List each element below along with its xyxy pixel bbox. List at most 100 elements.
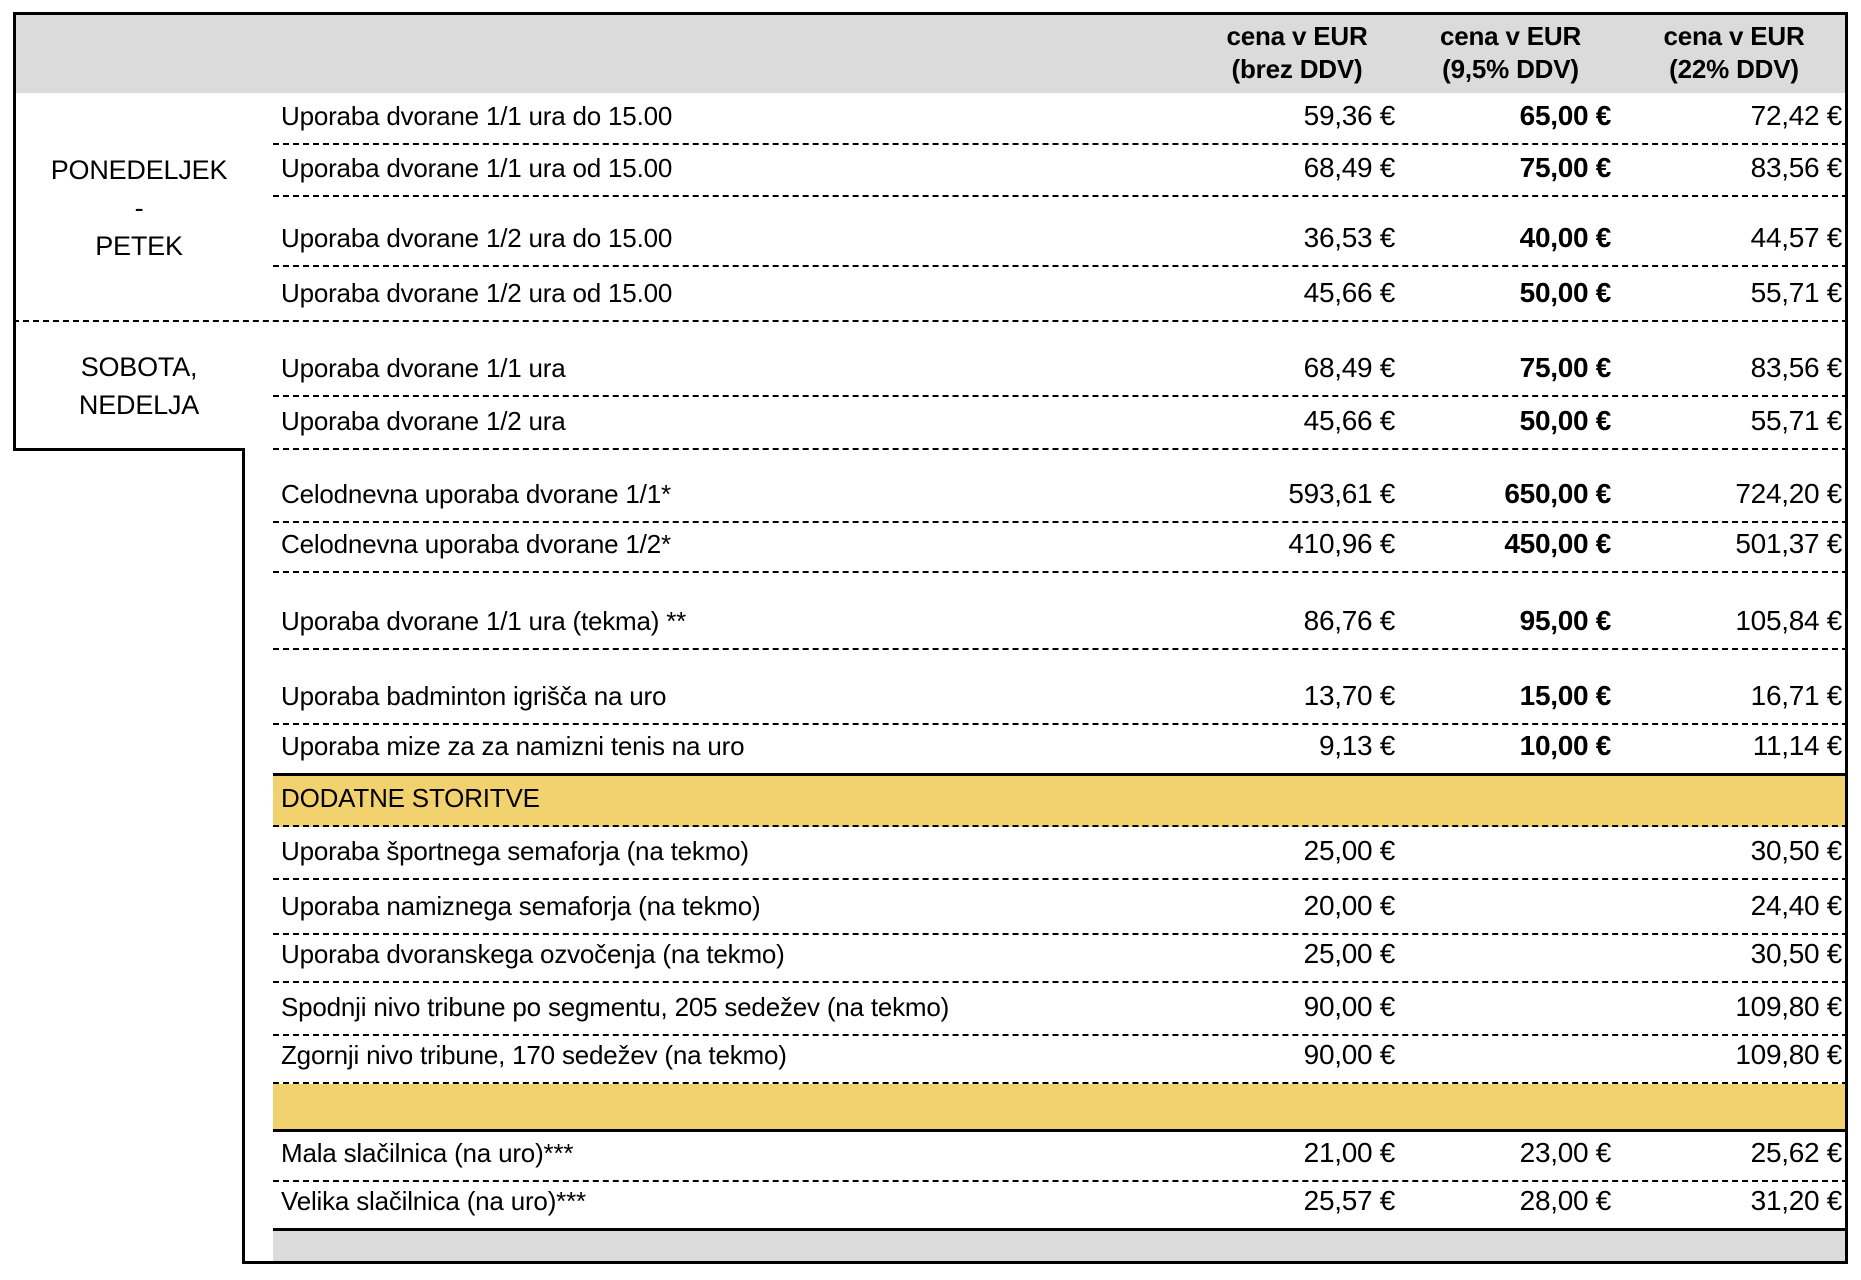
price-95-ddv	[1401, 983, 1620, 1034]
row-label-gutter	[13, 1231, 273, 1264]
row-cells	[273, 1231, 1848, 1264]
row-label-gutter	[13, 935, 273, 983]
price-brez-ddv: 25,57 €	[1303, 1185, 1396, 1216]
row-description: Uporaba badminton igrišča na uro	[281, 681, 667, 711]
row-description: Uporaba dvorane 1/1 ura do 15.00	[281, 101, 673, 131]
row-cells: Velika slačilnica (na uro)*** 25,57 € 28,0…	[273, 1182, 1848, 1231]
row-cells: Spodnji nivo tribune po segmentu, 205 se…	[273, 983, 1848, 1036]
column-header-subtitle: (brez DDV)	[1231, 53, 1363, 84]
price-95-ddv: 450,00 €	[1504, 528, 1611, 559]
price-95-ddv: 50,00 €	[1519, 405, 1612, 436]
price-22-ddv: 24,40 €	[1750, 890, 1843, 921]
column-header-subtitle: (22% DDV)	[1669, 53, 1799, 84]
row-label-gutter	[13, 880, 273, 935]
row-description: Uporaba dvorane 1/2 ura do 15.00	[281, 223, 673, 253]
table-border-left	[13, 12, 16, 451]
table-body: Uporaba dvorane 1/1 ura do 15.00 59,36 € 6…	[13, 93, 1848, 1264]
row-description: Uporaba dvorane 1/2 ura od 15.00	[281, 278, 673, 308]
table-row: Zgornji nivo tribune, 170 sedežev (na te…	[13, 1036, 1848, 1084]
table-row: Velika slačilnica (na uro)*** 25,57 € 28,0…	[13, 1182, 1848, 1231]
table-row: Uporaba športnega semaforja (na tekmo) 25…	[13, 827, 1848, 880]
spacer-row	[13, 1084, 1848, 1132]
price-22-ddv: 25,62 €	[1750, 1137, 1843, 1168]
price-brez-ddv: 13,70 €	[1303, 680, 1396, 711]
row-cells: Mala slačilnica (na uro)*** 21,00 € 23,00 …	[273, 1132, 1848, 1182]
price-brez-ddv: 68,49 €	[1303, 352, 1396, 383]
row-cells: Uporaba dvorane 1/2 ura do 15.00 36,53 € 4…	[273, 197, 1848, 267]
header-cells: cena v EUR (brez DDV) cena v EUR (9,5% D…	[273, 12, 1848, 93]
section-title: DODATNE STORITVE	[281, 783, 540, 813]
day-group-sobota-nedelja: SOBOTA, NEDELJA	[13, 322, 265, 450]
row-description: Uporaba dvoranskega ozvočenja (na tekmo)	[281, 939, 785, 969]
table-header-row: cena v EUR (brez DDV) cena v EUR (9,5% D…	[13, 12, 1848, 93]
header-description-gutter	[273, 12, 1193, 93]
row-description: Velika slačilnica (na uro)***	[281, 1186, 586, 1216]
row-description: Celodnevna uporaba dvorane 1/1*	[281, 479, 671, 509]
row-label-gutter	[13, 725, 273, 776]
footer-row	[13, 1231, 1848, 1264]
row-description: Uporaba dvorane 1/1 ura	[281, 353, 566, 383]
row-description: Zgornji nivo tribune, 170 sedežev (na te…	[281, 1040, 787, 1070]
price-95-ddv: 75,00 €	[1519, 352, 1612, 383]
day-group-line: NEDELJA	[78, 390, 200, 420]
day-group-line: SOBOTA,	[80, 352, 198, 382]
price-brez-ddv: 593,61 €	[1288, 478, 1395, 509]
table-row: Spodnji nivo tribune po segmentu, 205 se…	[13, 983, 1848, 1036]
day-group-ponedeljek-petek: PONEDELJEK - PETEK	[13, 93, 265, 322]
price-95-ddv: 95,00 €	[1519, 605, 1612, 636]
price-95-ddv	[1401, 1036, 1620, 1082]
row-label-gutter	[13, 523, 273, 573]
section-header-row: DODATNE STORITVE	[13, 776, 1848, 827]
column-header-subtitle: (9,5% DDV)	[1442, 53, 1579, 84]
table-row: Celodnevna uporaba dvorane 1/2* 410,96 € 4…	[13, 523, 1848, 573]
price-22-ddv: 72,42 €	[1750, 100, 1843, 131]
table-row: Uporaba dvoranskega ozvočenja (na tekmo)…	[13, 935, 1848, 983]
table-row: Uporaba dvorane 1/2 ura do 15.00 36,53 € 4…	[13, 197, 1848, 267]
price-95-ddv: 75,00 €	[1519, 152, 1612, 183]
price-brez-ddv: 59,36 €	[1303, 100, 1396, 131]
row-cells: Uporaba športnega semaforja (na tekmo) 25…	[273, 827, 1848, 880]
row-description: Uporaba športnega semaforja (na tekmo)	[281, 836, 749, 866]
price-22-ddv: 83,56 €	[1750, 352, 1843, 383]
row-label-gutter	[13, 650, 273, 725]
row-cells: Uporaba dvoranskega ozvočenja (na tekmo)…	[273, 935, 1848, 983]
price-table: cena v EUR (brez DDV) cena v EUR (9,5% D…	[13, 12, 1848, 1264]
row-cells: Uporaba mize za za namizni tenis na uro 9…	[273, 725, 1848, 776]
table-left-divider	[242, 448, 245, 1264]
row-cells: Uporaba dvorane 1/2 ura od 15.00 45,66 € 5…	[273, 267, 1848, 320]
row-cells	[273, 1084, 1848, 1132]
table-border-bottom	[242, 1261, 1848, 1264]
price-22-ddv: 724,20 €	[1735, 478, 1842, 509]
day-group-line: PONEDELJEK	[50, 154, 228, 185]
price-brez-ddv: 9,13 €	[1318, 730, 1395, 761]
price-brez-ddv: 68,49 €	[1303, 152, 1396, 183]
price-22-ddv: 30,50 €	[1750, 938, 1843, 969]
row-label-gutter	[13, 450, 273, 523]
price-22-ddv: 55,71 €	[1750, 405, 1843, 436]
column-header-95-ddv: cena v EUR (9,5% DDV)	[1401, 12, 1620, 93]
row-cells: Zgornji nivo tribune, 170 sedežev (na te…	[273, 1036, 1848, 1084]
table-row: Mala slačilnica (na uro)*** 21,00 € 23,00 …	[13, 1132, 1848, 1182]
column-header-brez-ddv: cena v EUR (brez DDV)	[1193, 12, 1401, 93]
price-22-ddv: 16,71 €	[1750, 680, 1843, 711]
price-95-ddv: 10,00 €	[1519, 730, 1612, 761]
table-row: Uporaba dvorane 1/1 ura (tekma) ** 86,76 …	[13, 573, 1848, 650]
price-95-ddv: 50,00 €	[1519, 277, 1612, 308]
day-column-bottom-border	[13, 448, 245, 451]
price-95-ddv: 23,00 €	[1519, 1137, 1612, 1168]
price-brez-ddv: 20,00 €	[1303, 890, 1396, 921]
price-22-ddv: 31,20 €	[1750, 1185, 1843, 1216]
price-95-ddv: 40,00 €	[1519, 222, 1612, 253]
row-description: Celodnevna uporaba dvorane 1/2*	[281, 529, 671, 559]
row-description: Uporaba mize za za namizni tenis na uro	[281, 731, 745, 761]
price-brez-ddv: 410,96 €	[1288, 528, 1395, 559]
row-cells: Uporaba dvorane 1/1 ura do 15.00 59,36 € 6…	[273, 93, 1848, 145]
price-95-ddv	[1401, 880, 1620, 933]
row-label-gutter	[13, 573, 273, 650]
table-row: Uporaba badminton igrišča na uro 13,70 € 1…	[13, 650, 1848, 725]
row-description: Spodnji nivo tribune po segmentu, 205 se…	[281, 992, 950, 1022]
price-brez-ddv: 25,00 €	[1303, 938, 1396, 969]
price-22-ddv: 501,37 €	[1735, 528, 1842, 559]
price-95-ddv: 650,00 €	[1504, 478, 1611, 509]
